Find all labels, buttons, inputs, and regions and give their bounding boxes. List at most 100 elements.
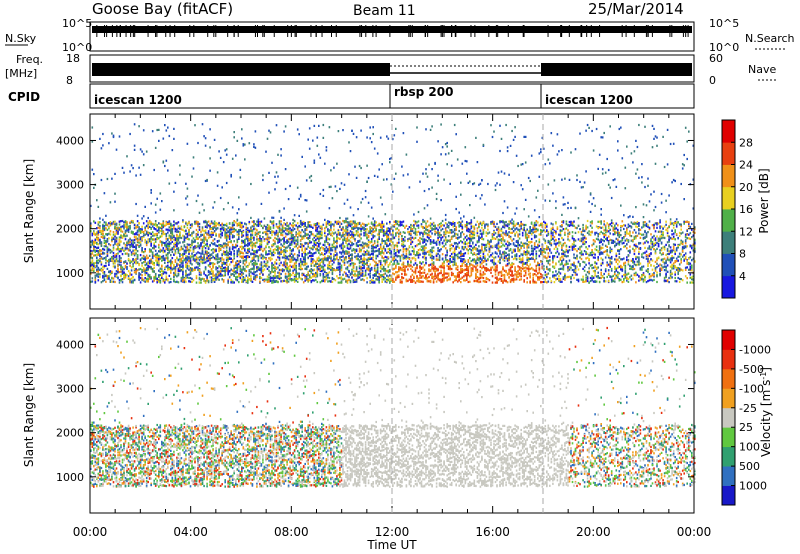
echo-cell <box>283 236 285 240</box>
echo-cell <box>293 262 296 265</box>
echo-cell <box>186 232 189 235</box>
echo-cell <box>182 264 184 267</box>
echo-cell <box>141 262 143 265</box>
echo-cell <box>281 237 284 241</box>
echo-cell <box>281 264 284 267</box>
echo-cell <box>156 252 158 255</box>
echo-cell <box>170 225 172 228</box>
power-heatmap <box>90 123 696 284</box>
echo-cell <box>278 246 281 249</box>
echo-cell <box>367 176 370 180</box>
echo-cell <box>176 280 178 283</box>
echo-cell <box>286 275 288 278</box>
echo-cell <box>271 269 273 272</box>
echo-cell <box>348 260 350 263</box>
echo-cell <box>132 239 134 242</box>
echo-cell <box>144 250 146 253</box>
echo-cell <box>328 248 331 251</box>
echo-cell <box>162 224 165 227</box>
echo-cell <box>147 280 149 283</box>
echo-cell <box>186 255 189 258</box>
echo-cell <box>361 272 364 275</box>
echo-cell <box>339 262 341 265</box>
echo-cell <box>210 222 213 225</box>
echo-cell <box>331 243 334 246</box>
echo-cell <box>277 226 279 229</box>
echo-cell <box>361 226 364 229</box>
echo-cell <box>158 243 160 246</box>
echo-cell <box>233 246 235 249</box>
echo-cell <box>269 227 272 231</box>
echo-cell <box>259 280 261 283</box>
echo-cell <box>333 255 335 258</box>
echo-cell <box>127 241 130 244</box>
echo-cell <box>301 237 303 240</box>
echo-cell <box>200 255 202 258</box>
echo-cell <box>188 252 190 256</box>
echo-cell <box>289 252 291 255</box>
echo-cell <box>345 227 347 230</box>
echo-cell <box>302 222 305 225</box>
echo-cell <box>370 206 373 209</box>
echo-cell <box>106 260 109 263</box>
echo-cell <box>392 190 394 193</box>
echo-cell <box>99 217 101 220</box>
echo-cell <box>176 264 178 267</box>
echo-cell <box>269 275 272 278</box>
echo-cell <box>296 232 299 235</box>
echo-cell <box>195 237 198 240</box>
echo-cell <box>236 233 239 236</box>
echo-cell <box>142 251 145 254</box>
echo-cell <box>324 244 326 247</box>
echo-cell <box>367 241 370 244</box>
echo-cell <box>393 246 396 249</box>
echo-cell <box>206 251 208 254</box>
echo-cell <box>327 233 329 236</box>
echo-cell <box>343 258 346 261</box>
echo-cell <box>307 225 309 228</box>
echo-cell <box>145 244 148 247</box>
echo-cell <box>301 247 303 250</box>
echo-cell <box>302 257 305 260</box>
echo-cell <box>112 254 115 257</box>
echo-cell <box>305 228 308 231</box>
echo-cell <box>290 256 293 259</box>
echo-cell <box>136 237 139 240</box>
echo-cell <box>308 176 311 179</box>
echo-cell <box>228 233 231 236</box>
echo-cell <box>167 261 169 264</box>
echo-cell <box>386 270 388 273</box>
echo-cell <box>305 265 308 268</box>
echo-cell <box>236 222 239 225</box>
echo-cell <box>179 255 181 258</box>
echo-cell <box>120 278 122 281</box>
echo-cell <box>250 226 252 229</box>
echo-cell <box>392 267 394 270</box>
echo-cell <box>219 266 222 269</box>
echo-cell <box>283 269 285 272</box>
echo-cell <box>93 262 95 265</box>
echo-cell <box>198 281 201 284</box>
echo-cell <box>321 228 323 231</box>
echo-cell <box>342 278 344 281</box>
echo-cell <box>271 270 273 273</box>
echo-cell <box>390 227 393 230</box>
echo-cell <box>336 162 338 165</box>
echo-cell <box>296 277 299 280</box>
echo-cell <box>151 260 154 263</box>
echo-cell <box>103 236 106 239</box>
echo-cell <box>289 243 291 247</box>
echo-cell <box>325 223 328 226</box>
echo-cell <box>102 232 104 235</box>
echo-cell <box>325 237 328 240</box>
echo-cell <box>239 265 242 268</box>
echo-cell <box>352 270 355 273</box>
echo-cell <box>158 222 160 225</box>
echo-cell <box>321 236 323 240</box>
echo-cell <box>123 225 125 228</box>
echo-cell <box>179 241 181 244</box>
echo-cell <box>287 231 290 234</box>
echo-cell <box>168 268 171 271</box>
echo-cell <box>162 220 165 223</box>
echo-cell <box>182 261 184 265</box>
